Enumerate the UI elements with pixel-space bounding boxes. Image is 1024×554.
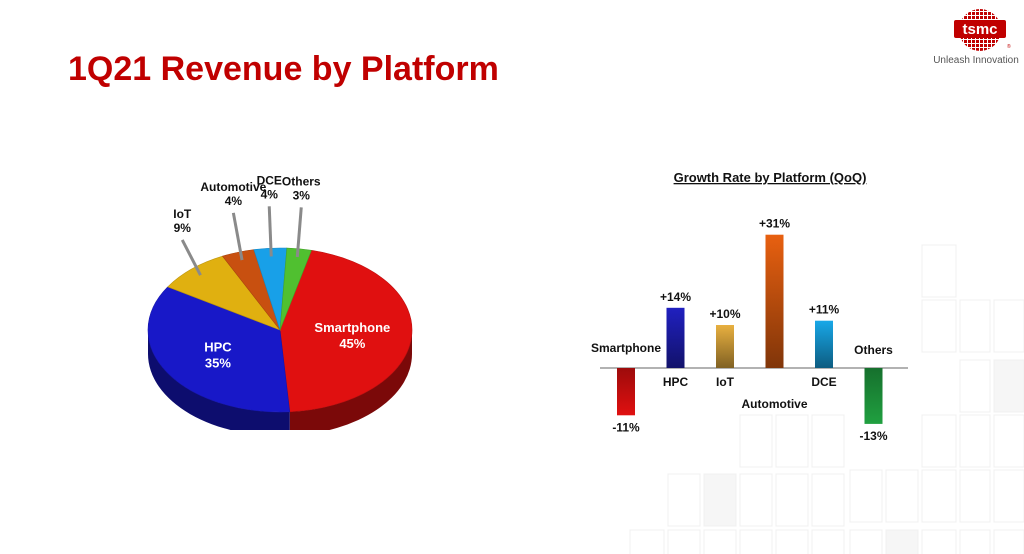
growth-bar-chart: Growth Rate by Platform (QoQ) -11% Smartph…: [591, 170, 908, 443]
logo-text: tsmc: [962, 21, 997, 38]
bar-category-hpc: HPC: [663, 375, 689, 389]
bar-value-iot: +10%: [709, 307, 740, 321]
bar-dce: [815, 320, 833, 368]
pie-leader-automotive: [231, 212, 244, 261]
slide-title: 1Q21 Revenue by Platform: [68, 50, 499, 88]
pie-value-dce: 4%: [261, 187, 279, 201]
bar-category-smartphone: Smartphone: [591, 341, 661, 355]
logo-tagline: Unleash Innovation: [933, 55, 1019, 66]
bar-category-iot: IoT: [716, 375, 735, 389]
bar-chart-title: Growth Rate by Platform (QoQ): [674, 170, 867, 185]
pie-value-smartphone: 45%: [339, 336, 365, 351]
svg-text:®: ®: [1007, 43, 1011, 50]
pie-side-smartphone: [289, 330, 412, 430]
bar-value-smartphone: -11%: [612, 420, 640, 434]
pie-value-iot: 9%: [174, 221, 192, 235]
company-logo: tsmc ® Unleash Innovation: [930, 8, 1022, 70]
bar-automotive: [765, 234, 784, 368]
pie-label-dce: DCE: [257, 173, 282, 187]
bar-others: [864, 368, 883, 424]
pie-slice-hpc: [147, 286, 291, 413]
pie-side-hpc: [148, 330, 290, 430]
pie-value-hpc: 35%: [205, 355, 231, 370]
bar-hpc: [666, 307, 685, 368]
bar-category-automotive: Automotive: [742, 397, 808, 411]
bar-value-dce: +11%: [809, 303, 840, 317]
pie-label-automotive: Automotive: [200, 180, 266, 194]
pie-value-others: 3%: [293, 188, 311, 202]
tsmc-logo-icon: tsmc ®: [954, 9, 1011, 51]
pie-slice-smartphone: [279, 250, 413, 413]
pie-label-iot: IoT: [173, 207, 192, 221]
bar-category-others: Others: [854, 343, 893, 357]
pie-leader-iot: [180, 239, 202, 276]
revenue-pie-chart: Smartphone45%HPC35%IoT9%Automotive4%DCE4…: [147, 173, 413, 430]
pie-label-smartphone: Smartphone: [314, 320, 390, 335]
bar-category-dce: DCE: [811, 375, 836, 389]
bar-value-others: -13%: [859, 429, 887, 443]
pie-value-automotive: 4%: [225, 194, 243, 208]
pie-label-hpc: HPC: [204, 339, 232, 354]
bar-value-hpc: +14%: [660, 290, 691, 304]
pie-leader-dce: [267, 206, 273, 257]
pie-label-others: Others: [282, 174, 321, 188]
bar-value-automotive: +31%: [759, 217, 790, 231]
bar-smartphone: [617, 368, 635, 416]
pie-leader-others: [295, 207, 303, 258]
bar-iot: [716, 325, 734, 368]
